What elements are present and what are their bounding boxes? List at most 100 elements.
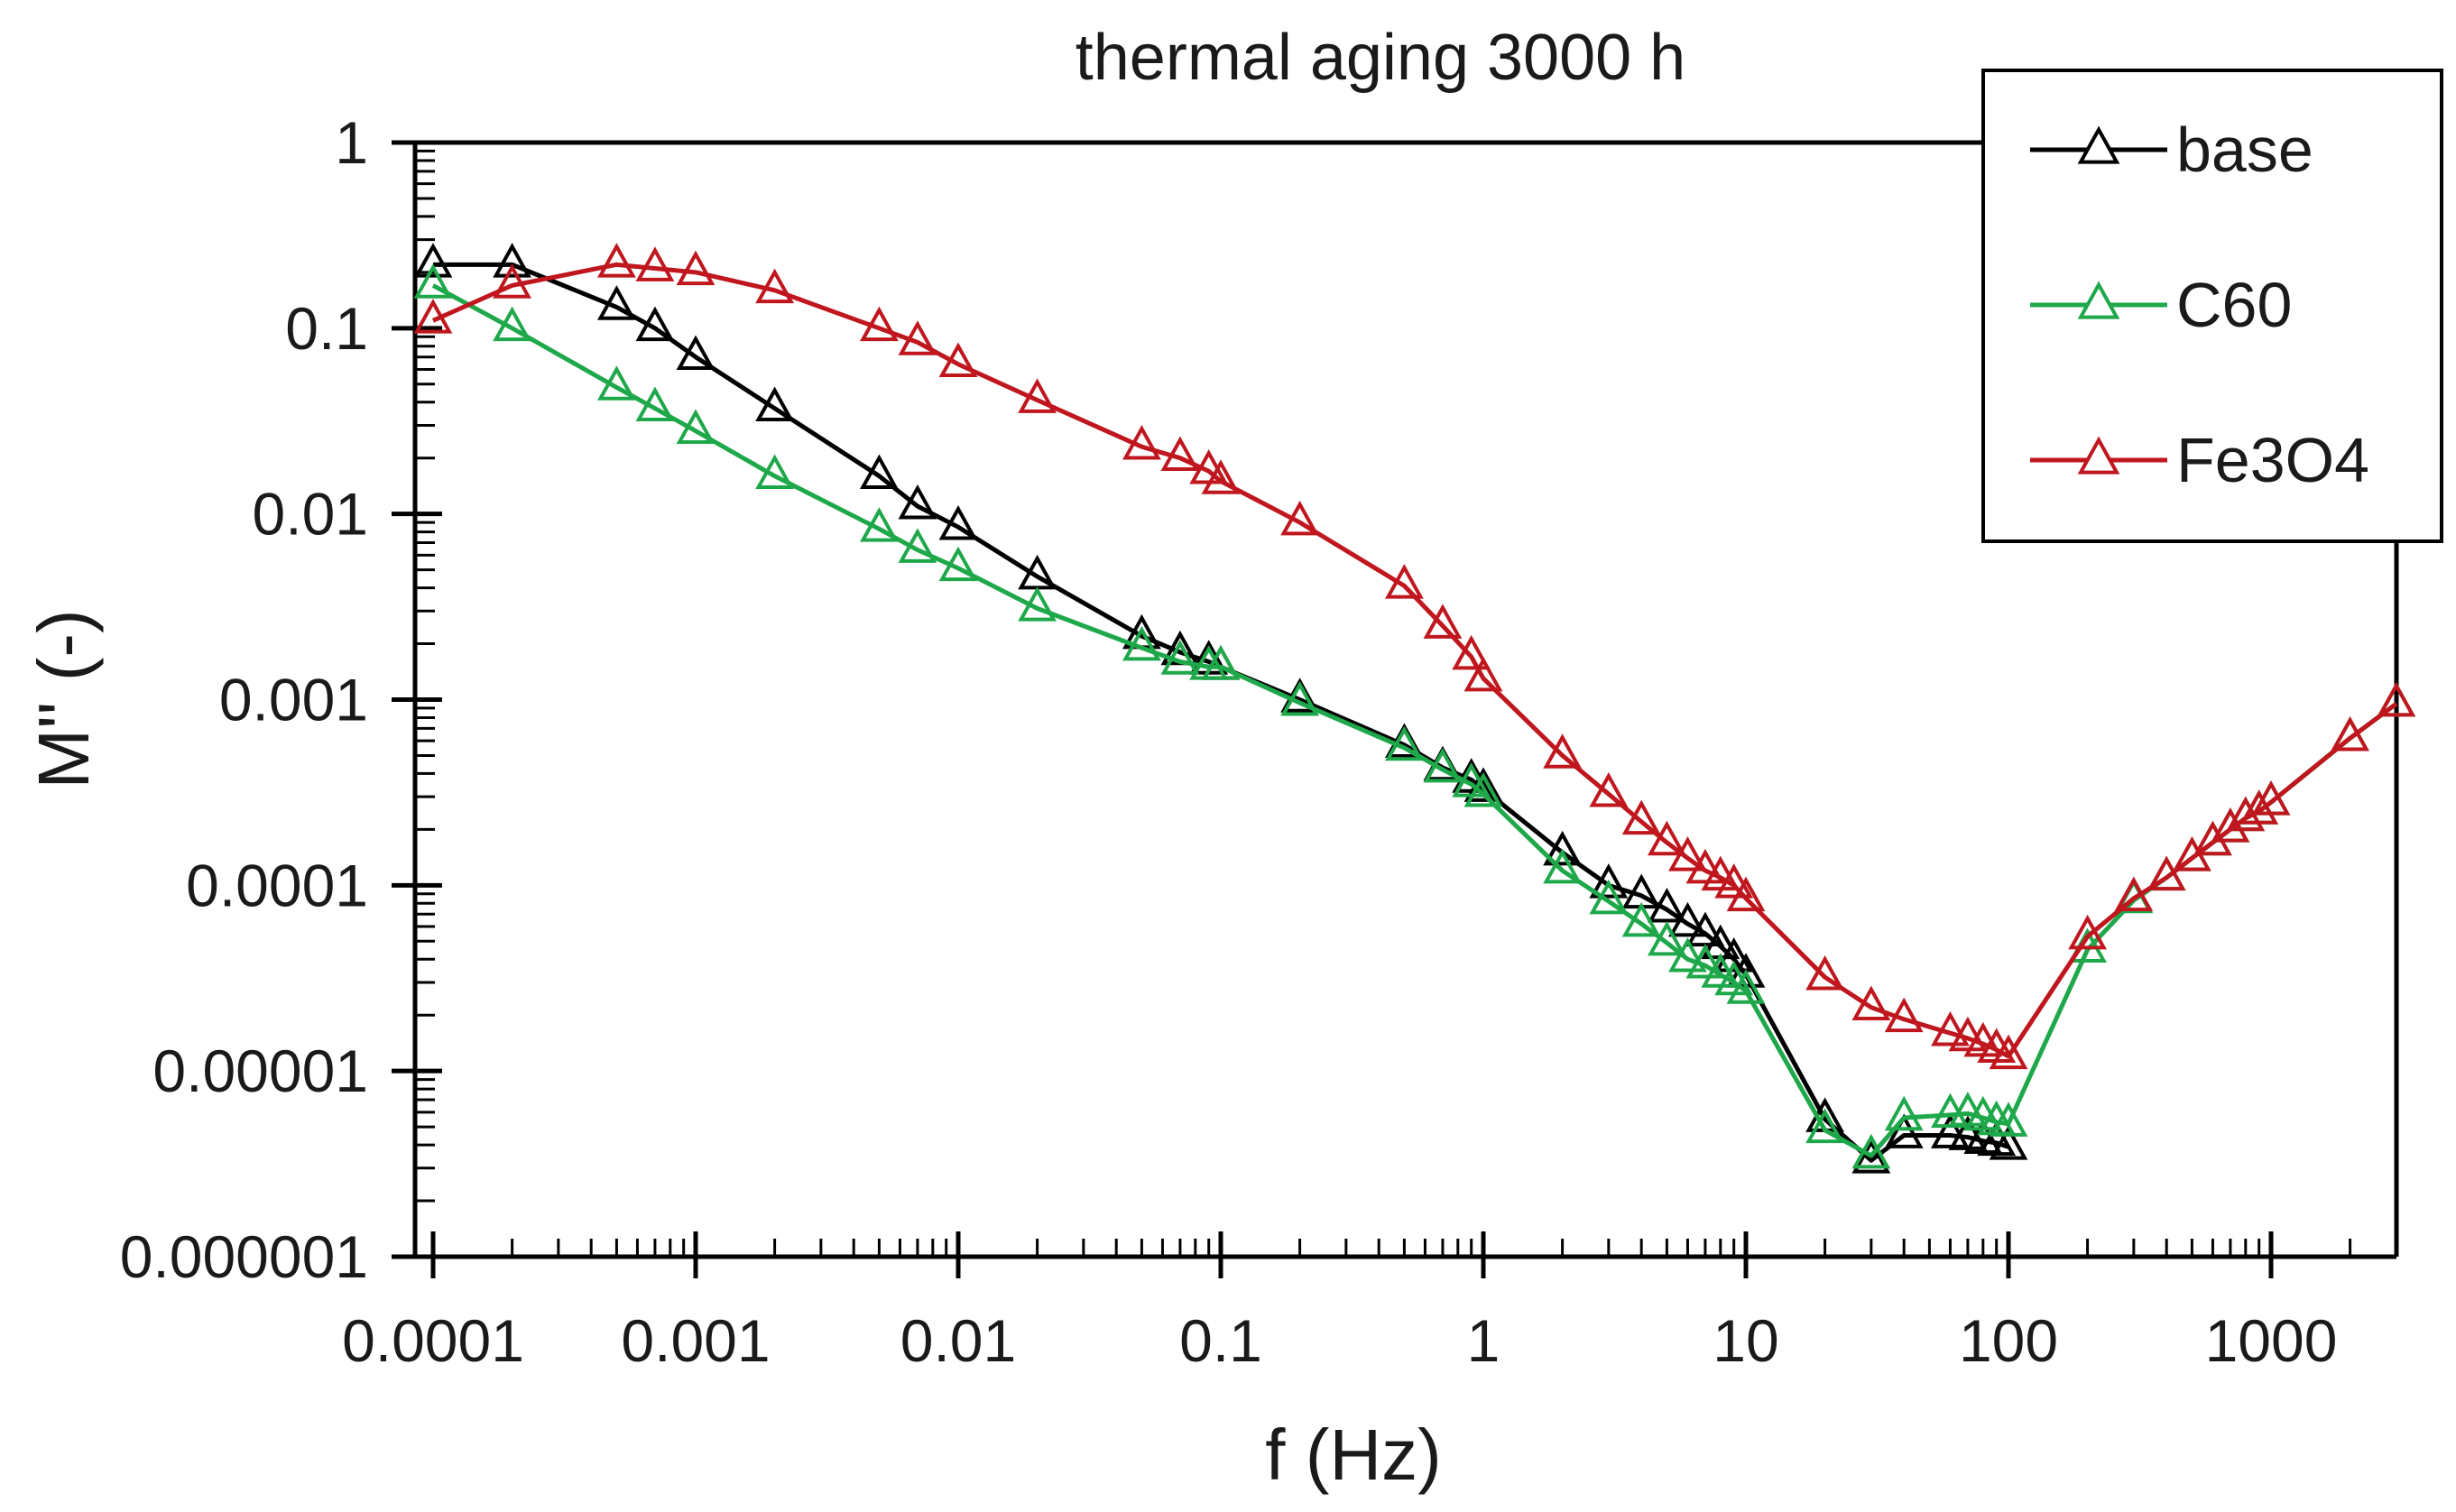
data-point-c60 xyxy=(1989,1102,2028,1137)
legend-label: Fe3O4 xyxy=(2176,425,2369,495)
legend-label: C60 xyxy=(2176,270,2292,340)
data-point-base xyxy=(860,454,899,489)
data-point-fe3o4 xyxy=(1160,436,1200,472)
legend-label: base xyxy=(2176,115,2313,185)
data-point-c60 xyxy=(1280,680,1319,716)
data-point-base xyxy=(597,285,636,320)
data-point-fe3o4 xyxy=(860,306,899,342)
data-point-c60 xyxy=(1122,625,1161,661)
data-point-fe3o4 xyxy=(1989,1034,2028,1070)
legend: base C60 Fe3O4 xyxy=(1981,69,2443,543)
data-point-c60 xyxy=(938,546,978,582)
data-point-base xyxy=(1589,863,1629,899)
data-point-fe3o4 xyxy=(1648,820,1686,856)
data-point-c60 xyxy=(597,365,636,401)
data-point-fe3o4 xyxy=(898,320,937,355)
data-point-base xyxy=(1931,1113,1970,1148)
data-point-fe3o4 xyxy=(1621,799,1661,835)
data-point-fe3o4 xyxy=(1851,985,1891,1020)
data-point-c60 xyxy=(1018,586,1057,622)
data-point-fe3o4 xyxy=(1948,1016,1988,1052)
data-point-c60 xyxy=(1668,937,1707,973)
data-point-c60 xyxy=(1648,920,1686,956)
data-point-base xyxy=(1018,554,1057,590)
data-point-c60 xyxy=(755,454,794,489)
y-axis: 1 0.1 0.01 0.001 0.0001 0.00001 0.000001 xyxy=(120,109,442,1290)
data-point-fe3o4 xyxy=(1201,459,1241,494)
data-point-c60 xyxy=(860,507,899,542)
data-point-base xyxy=(493,243,531,278)
data-point-c60 xyxy=(413,263,453,299)
data-point-c60 xyxy=(1884,1095,1924,1131)
data-point-fe3o4 xyxy=(2147,855,2186,891)
data-point-fe3o4 xyxy=(2239,789,2279,825)
data-point-fe3o4 xyxy=(1589,771,1629,807)
data-point-c60 xyxy=(1201,645,1241,680)
data-point-fe3o4 xyxy=(1726,876,1766,912)
data-point-c60 xyxy=(1726,969,1766,1004)
data-point-fe3o4 xyxy=(2251,780,2291,816)
x-tick-label: 100 xyxy=(1959,1307,2058,1374)
data-point-c60 xyxy=(898,528,937,563)
data-point-base xyxy=(1543,830,1582,866)
x-tick-label: 1 xyxy=(1467,1307,1500,1374)
data-point-base xyxy=(1884,1113,1924,1148)
data-point-fe3o4 xyxy=(635,246,675,281)
data-point-base xyxy=(898,484,937,520)
data-point-c60 xyxy=(1385,725,1424,761)
y-tick-label: 0.001 xyxy=(219,667,368,733)
data-point-fe3o4 xyxy=(1122,425,1161,460)
data-point-c60 xyxy=(1423,747,1463,783)
data-point-base xyxy=(1668,901,1707,937)
x-tick-label: 10 xyxy=(1713,1307,1778,1374)
data-point-c60 xyxy=(493,306,531,342)
series-line-base xyxy=(433,262,2009,1163)
data-point-c60 xyxy=(1589,879,1629,915)
data-point-fe3o4 xyxy=(1668,836,1707,871)
y-tick-label: 0.1 xyxy=(285,295,368,362)
data-point-base xyxy=(1989,1125,2028,1160)
data-point-fe3o4 xyxy=(1018,378,1057,413)
data-point-base xyxy=(938,504,978,540)
data-point-c60 xyxy=(1160,640,1200,675)
x-axis-title: f (Hz) xyxy=(1265,1415,1442,1495)
series-base xyxy=(413,243,2028,1174)
data-point-fe3o4 xyxy=(1452,634,1491,670)
data-point-fe3o4 xyxy=(676,250,716,286)
data-point-fe3o4 xyxy=(755,268,794,304)
data-point-c60 xyxy=(1805,1108,1844,1144)
y-axis-title: M'' (-) xyxy=(23,609,104,788)
legend-item-fe3o4: Fe3O4 xyxy=(2030,425,2369,495)
data-point-fe3o4 xyxy=(1931,1010,1970,1046)
data-point-fe3o4 xyxy=(1543,733,1582,769)
data-point-fe3o4 xyxy=(2114,876,2154,912)
data-point-fe3o4 xyxy=(597,243,636,278)
data-point-c60 xyxy=(1543,848,1582,884)
data-point-base xyxy=(1851,1139,1891,1174)
legend-item-c60: C60 xyxy=(2030,270,2292,340)
legend-marker xyxy=(2077,125,2120,164)
y-tick-label: 1 xyxy=(335,109,368,176)
data-point-base xyxy=(1714,937,1754,973)
data-point-base xyxy=(1648,888,1686,923)
data-point-fe3o4 xyxy=(413,299,453,334)
data-point-fe3o4 xyxy=(938,342,978,378)
data-point-base xyxy=(635,306,675,342)
data-point-fe3o4 xyxy=(2211,807,2250,843)
x-tick-label: 1000 xyxy=(2205,1307,2338,1374)
series-fe3o4 xyxy=(413,243,2416,1070)
data-point-fe3o4 xyxy=(1280,500,1319,536)
y-tick-label: 0.0001 xyxy=(186,852,368,918)
data-point-fe3o4 xyxy=(2068,914,2107,950)
legend-marker xyxy=(2077,436,2120,475)
data-point-fe3o4 xyxy=(2331,716,2369,751)
data-point-fe3o4 xyxy=(1685,848,1725,884)
data-point-c60 xyxy=(1851,1133,1891,1169)
data-point-fe3o4 xyxy=(493,263,531,299)
chart-title: thermal aging 3000 h xyxy=(1076,22,1685,94)
x-tick-label: 0.0001 xyxy=(342,1307,524,1374)
data-point-base xyxy=(755,386,794,422)
legend-item-base: base xyxy=(2030,115,2313,185)
y-tick-label: 0.000001 xyxy=(120,1223,368,1290)
